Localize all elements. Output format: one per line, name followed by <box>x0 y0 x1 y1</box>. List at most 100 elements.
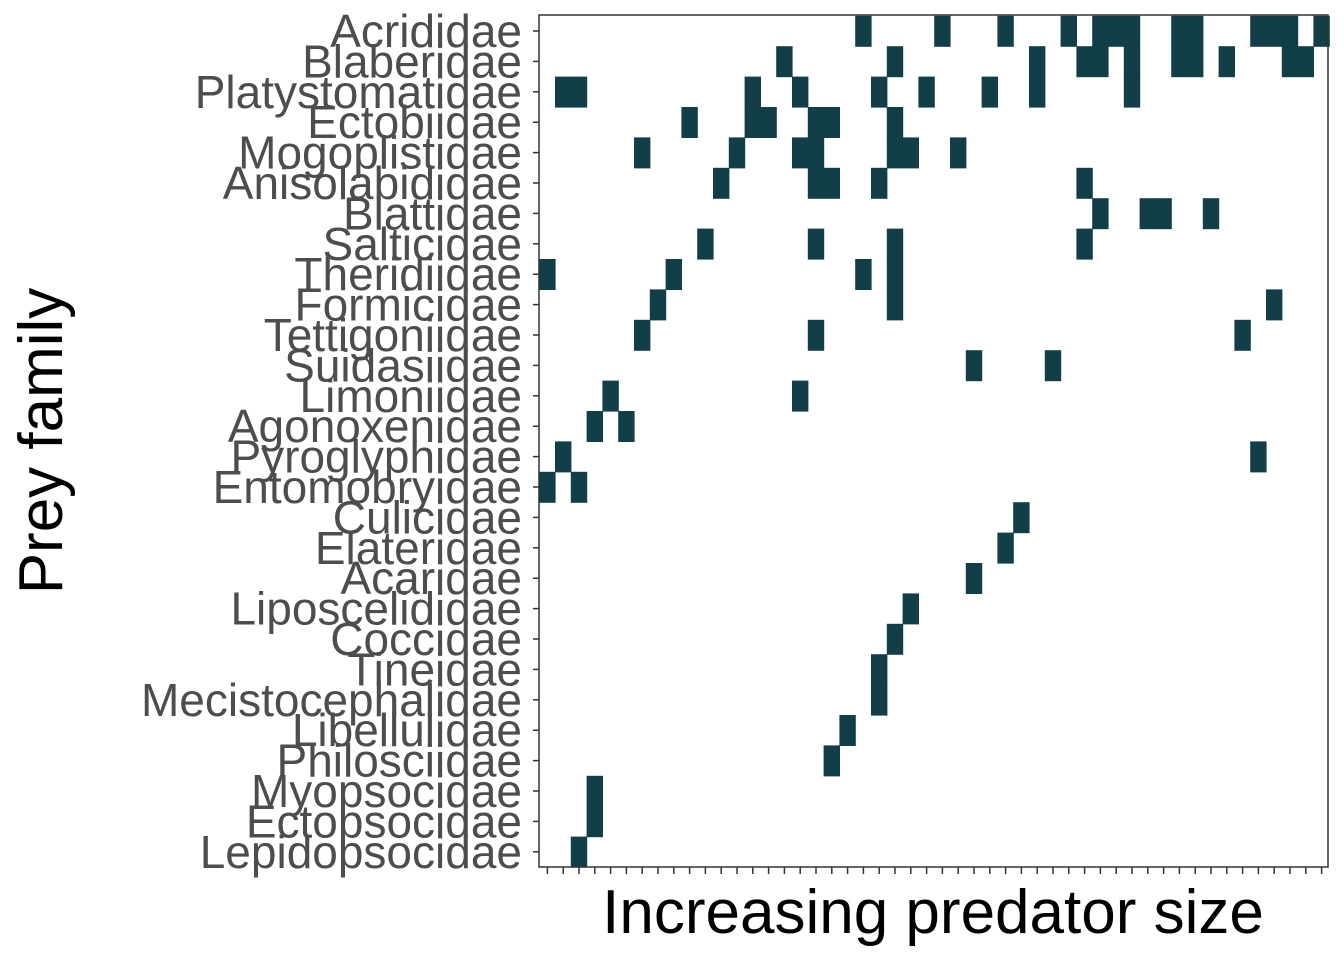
heatmap-cell <box>823 167 840 199</box>
heatmap-cell <box>681 107 698 138</box>
heatmap-cell <box>1313 15 1330 47</box>
heatmap-cell <box>1092 198 1109 230</box>
heatmap-cell <box>1155 198 1172 230</box>
heatmap-cell <box>934 15 951 47</box>
heatmap-cell <box>792 380 809 412</box>
heatmap-cell <box>807 228 825 260</box>
heatmap-cell <box>744 107 761 138</box>
y-tick-label: Suidasiidae <box>284 339 522 391</box>
y-tick-label: Ectobiidae <box>307 96 522 148</box>
heatmap-cell <box>1123 46 1141 78</box>
y-tick-label: Agonoxenidae <box>228 400 522 452</box>
heatmap-cell <box>1060 15 1077 47</box>
heatmap-cell <box>555 441 572 473</box>
x-axis-ticks <box>546 867 1323 874</box>
y-tick-label: Coccidae <box>330 613 522 665</box>
plot-border <box>538 14 1329 868</box>
heatmap-cell <box>602 380 619 412</box>
y-tick-label: Platystomatidae <box>195 66 522 118</box>
y-tick-label: Pyroglyphidae <box>230 431 522 483</box>
heatmap-cell <box>539 259 556 290</box>
heatmap-cell <box>586 806 603 838</box>
y-axis-title: Prey family <box>7 288 76 595</box>
heatmap-cell <box>997 532 1014 564</box>
heatmap-cell <box>555 76 572 108</box>
heatmap-cell <box>744 76 761 108</box>
heatmap-cell <box>792 137 809 169</box>
heatmap-cell <box>839 715 856 746</box>
heatmap-cell <box>1218 46 1235 78</box>
heatmap-cell <box>1234 319 1251 351</box>
heatmap-cell <box>1250 15 1267 47</box>
heatmap-cell <box>1076 167 1093 199</box>
y-tick-label: Limoniidae <box>300 370 522 422</box>
y-tick-label: Ectopsocidae <box>246 795 522 847</box>
y-tick-label: Libellulidae <box>292 704 522 756</box>
y-tick-label: Tettigoniidae <box>264 309 522 361</box>
y-tick-label: Entomobryidae <box>213 461 522 513</box>
y-tick-label: Anisolabididae <box>223 157 522 209</box>
heatmap-cell <box>807 137 825 169</box>
heatmap-cell <box>1076 46 1093 78</box>
heatmap-cell <box>1187 15 1204 47</box>
y-tick-label: Philosciidae <box>277 735 522 787</box>
heatmap-cells <box>539 15 1330 868</box>
y-axis-ticks: AcrididaeBlaberidaePlatystomatidaeEctobi… <box>141 5 539 878</box>
heatmap-cell <box>1076 228 1093 260</box>
heatmap-cell <box>649 289 667 321</box>
heatmap-cell <box>634 137 651 169</box>
heatmap-cell <box>713 167 730 199</box>
heatmap-cell <box>665 259 682 290</box>
heatmap-cell <box>1123 76 1141 108</box>
heatmap-cell <box>855 15 872 47</box>
heatmap-cell <box>1139 198 1156 230</box>
heatmap-cell <box>871 76 888 108</box>
heatmap-cell <box>886 289 904 321</box>
heatmap-cell <box>886 259 904 290</box>
heatmap-cell <box>570 76 588 108</box>
heatmap-cell <box>871 167 888 199</box>
heatmap-cell <box>1044 350 1062 382</box>
y-tick-label: Mogoplistidae <box>238 127 522 179</box>
y-tick-label: Formicidae <box>294 279 522 331</box>
y-tick-label: Myopsocidae <box>251 765 522 817</box>
heatmap-cell <box>871 684 888 716</box>
plot-background <box>539 15 1328 867</box>
y-tick-label: Salticidae <box>323 218 522 270</box>
heatmap-cell <box>855 259 872 290</box>
y-tick-label: Blaberidae <box>302 35 522 87</box>
heatmap-cell <box>950 137 967 169</box>
heatmap-cell <box>965 563 983 594</box>
heatmap-cell <box>586 775 603 807</box>
heatmap-cell <box>760 107 777 138</box>
heatmap-cell <box>1092 46 1109 78</box>
heatmap-cell <box>823 107 840 138</box>
heatmap-cell <box>586 411 603 442</box>
heatmap-cell <box>981 76 998 108</box>
heatmap-cell <box>1266 289 1283 321</box>
heatmap-cell <box>886 107 904 138</box>
heatmap-cell <box>1281 15 1299 47</box>
heatmap-cell <box>918 76 935 108</box>
y-tick-label: Liposcelididae <box>230 583 522 635</box>
heatmap-cell <box>1092 15 1109 47</box>
x-axis-title: Increasing predator size <box>602 878 1264 947</box>
y-tick-label: Culicidae <box>333 491 522 543</box>
heatmap-cell <box>728 137 746 169</box>
heatmap-cell <box>1171 46 1188 78</box>
heatmap-cell <box>1281 46 1299 78</box>
heatmap-cell <box>1029 46 1046 78</box>
heatmap-cell <box>886 137 904 169</box>
heatmap-cell <box>1297 46 1314 78</box>
y-tick-label: Acrididae <box>330 5 522 57</box>
heatmap-cell <box>1108 15 1125 47</box>
heatmap-cell <box>965 350 983 382</box>
heatmap-cell <box>570 471 588 503</box>
heatmap-cell <box>1250 441 1267 473</box>
heatmap-cell <box>1266 15 1283 47</box>
heatmap-cell <box>807 167 825 199</box>
heatmap-cell <box>807 107 825 138</box>
y-tick-label: Blattidae <box>343 187 522 239</box>
y-tick-label: Acaridae <box>340 552 522 604</box>
